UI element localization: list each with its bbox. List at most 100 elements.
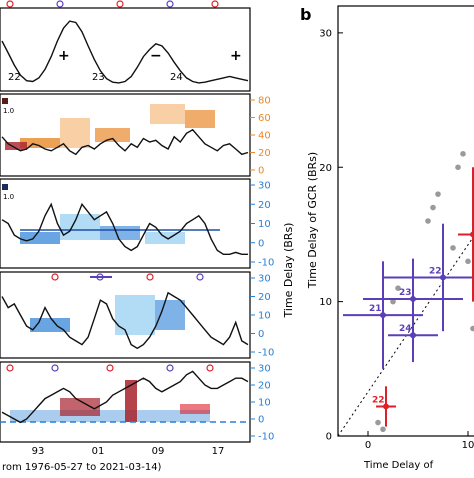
panel-5-bands	[0, 364, 250, 423]
ytick-label: 30	[258, 364, 271, 375]
b-gray-point	[395, 285, 401, 291]
band	[100, 226, 140, 240]
left-xtick: 09	[152, 446, 165, 457]
b-xtick-label: 0	[365, 440, 371, 451]
left-series-lines	[1, 20, 249, 424]
b-gray-point	[390, 298, 396, 305]
band	[20, 138, 60, 148]
marker	[206, 364, 214, 372]
ytick-label: -10	[258, 432, 274, 443]
polarity-sign-2: −	[150, 48, 162, 64]
band	[95, 128, 130, 142]
right-xlabel: Time Delay of	[363, 460, 434, 471]
panel-2-bands	[5, 104, 215, 150]
ytick-label: 0	[258, 238, 264, 249]
series-line-panel-4	[1, 291, 249, 350]
marker	[146, 273, 154, 281]
b-gray-point	[470, 325, 474, 332]
ytick-label: 30	[258, 181, 271, 192]
ytick-label: 0	[258, 166, 264, 177]
left-xtick: 93	[32, 446, 45, 457]
b-point-label: 22	[429, 266, 442, 276]
b-point	[383, 403, 389, 410]
b-ytick-label: 30	[319, 28, 332, 39]
left-ylabel: Time Delay (BRs)	[282, 223, 295, 319]
band	[60, 118, 90, 148]
panel-b-points: 21 23 22 24 22	[343, 151, 474, 433]
b-gray-point	[425, 218, 431, 224]
ytick-label: 20	[258, 200, 271, 211]
ytick-label: 0	[258, 415, 264, 426]
inset-value-3: 1.0	[3, 193, 14, 201]
panel-1-top-markers	[6, 0, 219, 8]
polarity-sign-3: +	[230, 48, 242, 64]
ytick-label: 10	[258, 219, 271, 230]
b-gray-point	[375, 419, 381, 426]
polarity-sign-1: +	[58, 48, 70, 64]
ytick-label: 30	[258, 274, 271, 285]
cycle-label-22: 22	[8, 72, 21, 83]
ytick-label: 20	[258, 148, 271, 159]
ytick-label: -10	[258, 258, 274, 269]
marker	[51, 364, 59, 372]
inset-value-2: 1.0	[3, 107, 14, 115]
left-xticks: 93 01 09 17	[32, 446, 225, 457]
cycle-label-23: 23	[92, 72, 105, 83]
left-right-yticks: 0 20 40 60 80 -10 0 10 20 30 -10 0 10 20 30 -10 0 10 20 30	[250, 96, 274, 443]
b-point	[410, 332, 416, 339]
b-gray-point	[435, 191, 441, 197]
ytick-label: 20	[258, 292, 271, 303]
b-point-label: 24	[399, 324, 412, 334]
top-marker	[116, 0, 124, 8]
panel-b-xticks: 0 10	[365, 431, 474, 451]
cycle-label-24: 24	[170, 72, 183, 83]
right-ylabel: Time Delay of GCR (BRs)	[306, 152, 319, 289]
panel-b-yticks: 0 10 20 30	[319, 28, 343, 443]
marker	[51, 273, 59, 281]
b-xtick-label: 10	[462, 440, 474, 451]
b-gray-point	[465, 258, 471, 265]
band	[60, 214, 100, 240]
b-ytick-label: 10	[319, 297, 332, 308]
band	[60, 398, 100, 416]
ytick-label: -10	[258, 348, 274, 359]
left-xtick: 01	[92, 446, 105, 457]
ytick-label: 20	[258, 381, 271, 392]
series-line-panel-5	[1, 370, 249, 424]
left-xtick: 17	[212, 446, 225, 457]
panel-b-label: b	[300, 5, 311, 24]
ytick-label: 60	[258, 113, 271, 124]
band	[5, 142, 27, 150]
ytick-label: 40	[258, 131, 271, 142]
series-line-panel-1	[1, 20, 249, 84]
band	[180, 404, 210, 414]
series-line-panel-3	[1, 202, 248, 255]
b-gray-point	[450, 245, 456, 251]
band	[155, 300, 185, 330]
panel-3-frame	[0, 178, 251, 269]
top-marker	[211, 0, 219, 8]
inset-swatch-3	[2, 184, 8, 190]
b-point-label: 23	[399, 288, 412, 298]
band	[125, 380, 137, 422]
b-gray-point	[460, 151, 466, 157]
band	[150, 104, 185, 124]
b-gray-point	[455, 164, 461, 171]
left-xlabel: rom 1976-05-27 to 2021-03-14)	[2, 462, 162, 473]
b-point	[440, 274, 446, 281]
marker	[196, 273, 204, 281]
b-point	[470, 231, 474, 238]
panel-b-frame	[337, 5, 474, 437]
series-line-panel-2	[1, 128, 249, 156]
b-point-label: 22	[372, 395, 385, 405]
top-marker	[166, 0, 174, 8]
top-marker	[56, 0, 64, 8]
b-ytick-label: 0	[326, 432, 332, 443]
marker	[166, 364, 174, 372]
b-point	[410, 295, 416, 302]
b-point	[380, 312, 386, 319]
ytick-label: 80	[258, 96, 271, 107]
b-gray-point	[430, 204, 436, 211]
